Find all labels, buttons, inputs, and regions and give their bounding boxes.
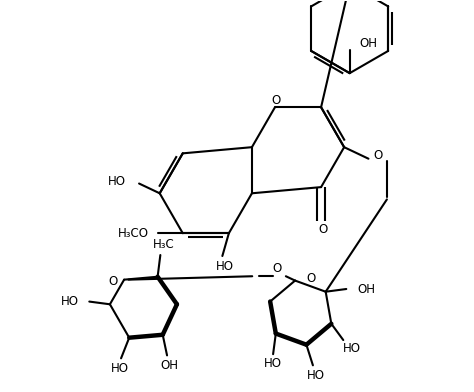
Text: OH: OH bbox=[359, 37, 377, 50]
Text: HO: HO bbox=[307, 368, 325, 381]
Text: H₃CO: H₃CO bbox=[118, 227, 149, 240]
Text: O: O bbox=[109, 275, 118, 288]
Text: O: O bbox=[271, 94, 280, 107]
Text: HO: HO bbox=[108, 175, 126, 188]
Text: HO: HO bbox=[343, 342, 361, 355]
Text: HO: HO bbox=[216, 260, 234, 273]
Text: OH: OH bbox=[357, 283, 375, 296]
Text: O: O bbox=[307, 272, 316, 285]
Text: HO: HO bbox=[264, 358, 282, 370]
Text: HO: HO bbox=[110, 361, 128, 375]
Text: HO: HO bbox=[61, 295, 78, 308]
Text: OH: OH bbox=[160, 359, 178, 372]
Text: O: O bbox=[272, 261, 281, 275]
Text: O: O bbox=[319, 223, 328, 236]
Text: H₃C: H₃C bbox=[153, 238, 175, 250]
Text: O: O bbox=[373, 149, 383, 163]
